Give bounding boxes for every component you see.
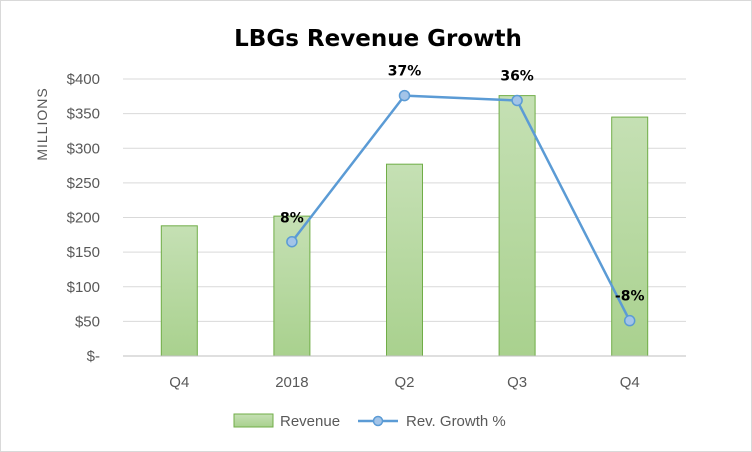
legend-revenue-swatch bbox=[233, 413, 274, 428]
revenue-bars bbox=[160, 95, 649, 357]
y-tick-label: $300 bbox=[67, 140, 100, 157]
y-axis-label: MILLIONS bbox=[34, 87, 50, 160]
y-tick-label: $200 bbox=[67, 210, 100, 227]
legend-growth-label: Rev. Growth % bbox=[406, 413, 506, 430]
growth-marker bbox=[398, 89, 411, 102]
growth-marker bbox=[286, 235, 298, 248]
revenue-bar bbox=[386, 163, 423, 357]
legend-revenue-label: Revenue bbox=[280, 413, 340, 430]
growth-data-label: 36% bbox=[500, 68, 534, 84]
y-tick-label: $- bbox=[87, 348, 100, 365]
y-tick-label: $400 bbox=[67, 71, 100, 88]
x-tick-label: Q4 bbox=[169, 374, 189, 391]
growth-marker bbox=[623, 314, 636, 327]
y-tick-label: $250 bbox=[67, 175, 100, 192]
growth-data-label: 8% bbox=[280, 211, 304, 227]
y-tick-label: $150 bbox=[67, 244, 100, 261]
x-tick-label: Q3 bbox=[507, 374, 527, 391]
revenue-bar bbox=[160, 225, 198, 357]
y-tick-label: $350 bbox=[67, 106, 100, 123]
chart-title: LBGs Revenue Growth bbox=[234, 26, 522, 52]
growth-line bbox=[286, 89, 636, 327]
data-labels: 8% 37% 36% -8% bbox=[280, 64, 644, 305]
y-tick-label: $100 bbox=[67, 279, 100, 296]
axes: $- $50 $100 $150 $200 $250 $300 $350 $400 Q4 2018 Q… bbox=[67, 71, 686, 391]
x-tick-label: 2018 bbox=[275, 374, 308, 391]
y-tick-label: $50 bbox=[75, 313, 100, 330]
legend-growth-marker-icon bbox=[372, 415, 384, 427]
revenue-bar bbox=[498, 95, 536, 357]
growth-data-label: -8% bbox=[615, 289, 645, 305]
x-tick-label: Q2 bbox=[394, 374, 414, 391]
growth-data-label: 37% bbox=[388, 64, 422, 80]
x-tick-label: Q4 bbox=[620, 374, 640, 391]
legend: Revenue Rev. Growth % bbox=[233, 413, 506, 430]
growth-marker bbox=[511, 94, 523, 107]
growth-line-path bbox=[290, 94, 631, 322]
